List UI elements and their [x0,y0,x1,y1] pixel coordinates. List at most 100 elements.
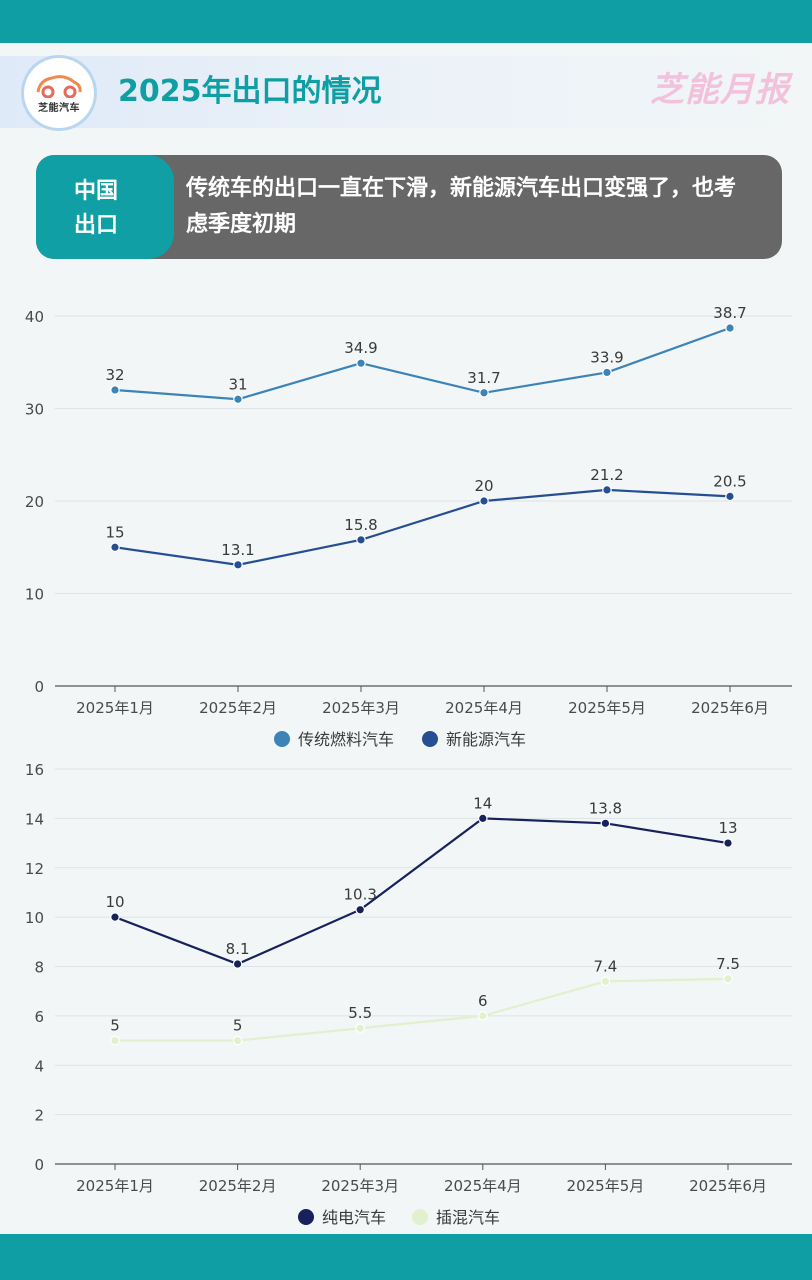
chart1-data-label: 20 [474,477,493,495]
chart2-series-line-2 [115,977,729,1042]
chart1-x-tick-label: 2025年2月 [199,699,277,717]
chart1-data-point [479,387,489,398]
chart2-x-tick-label: 2025年3月 [321,1177,399,1195]
chart1-data-label: 31 [228,375,247,393]
chart2-x-tick-label: 2025年5月 [567,1177,645,1195]
chart2-legend-marker [298,1209,314,1225]
chart1-data-point [356,358,366,368]
chart2-series-line-1 [114,817,729,966]
bottom-band [0,1234,812,1280]
logo: 芝能汽车 [24,58,94,128]
chart2-y-tick-label: 4 [34,1057,44,1075]
chart1-data-label: 38.7 [713,304,746,322]
chart1-data-label: 20.5 [713,472,746,490]
chart2-data-label: 13.8 [589,799,622,817]
chart1-x-tick-label: 2025年6月 [691,699,769,717]
chart2-y-tick-label: 8 [34,959,44,977]
chart1-x-tick-label: 2025年4月 [445,699,523,717]
brand-watermark: 芝能月报 [650,70,790,110]
chart2-data-point [723,838,733,848]
chart1-data-point [602,485,612,495]
chart1-legend-marker [274,731,290,747]
chart-bev-vs-phev: 0 2 4 6 8 10 12 14 16 2025年1月 2025年2月 2025年3月 2025年4… [25,761,792,1227]
chart2-data-label: 5 [110,1017,120,1035]
chart2-data-point [600,818,611,829]
chart2-data-label: 8.1 [226,940,250,958]
chart1-data-point [479,496,489,506]
chart1-y-tick-label: 10 [25,586,44,604]
banner-text: 传统车的出口一直在下滑，新能源汽车出口变强了，也考虑季度初期 [186,176,737,237]
chart2-data-point [477,813,488,824]
chart1-data-label: 34.9 [344,339,377,357]
chart2-data-label: 10 [105,893,124,911]
chart1-data-point [356,535,366,545]
header-strip [0,56,812,128]
chart1-series-line-1 [114,326,731,401]
chart2-x-tick-label: 2025年2月 [199,1177,277,1195]
chart1-y-tick-label: 0 [34,678,44,696]
chart2-y-tick-label: 14 [25,810,44,828]
chart2-legend-marker [412,1209,428,1225]
chart2-data-point [355,1023,365,1034]
car-logo-icon [36,75,82,98]
chart2-data-point [232,959,243,969]
chart2-data-point [477,1011,488,1021]
chart1-data-point [233,394,243,405]
chart1-data-point [110,542,120,553]
chart1-data-label: 13.1 [221,541,254,559]
chart1-data-point [602,367,612,378]
chart1-data-point [233,560,243,570]
chart2-data-point [355,904,365,915]
chart2-y-tick-label: 6 [34,1008,44,1026]
chart2-data-label: 13 [718,819,737,837]
chart1-data-label: 33.9 [590,348,623,366]
chart2-x-tick-label: 2025年4月 [444,1177,522,1195]
chart1-series-line-2 [114,488,731,566]
chart1-data-point [725,323,735,333]
chart1-data-point [110,385,120,395]
chart1-y-tick-label: 20 [25,493,44,511]
chart2-x-tick-label: 2025年1月 [76,1177,154,1195]
chart1-legend-label: 新能源汽车 [446,730,526,749]
chart1-x-tick-label: 2025年1月 [76,699,154,717]
chart2-y-tick-label: 12 [25,860,44,878]
chart2-data-label: 10.3 [343,886,376,904]
chart1-y-tick-label: 40 [25,308,44,326]
banner-tag-line1: 中国 [74,179,119,204]
chart2-data-label: 7.4 [593,957,617,975]
chart1-data-label: 15 [105,523,124,541]
chart1-y-tick-label: 30 [25,401,44,419]
chart2-data-label: 6 [478,992,488,1010]
chart2-data-label: 5.5 [348,1004,372,1022]
chart2-data-point [232,1035,243,1046]
chart1-data-label: 31.7 [467,369,500,387]
chart2-x-tick-label: 2025年6月 [689,1177,767,1195]
chart1-data-point [725,491,735,502]
chart2-data-label: 5 [233,1017,243,1035]
banner-tag-line2: 出口 [74,213,119,238]
chart2-y-tick-label: 0 [34,1156,44,1174]
top-band [0,0,812,43]
summary-banner: 中国 出口 传统车的出口一直在下滑，新能源汽车出口变强了，也考虑季度初期 [36,155,782,259]
page-title: 2025年出口的情况 [118,74,382,109]
chart2-data-label: 14 [473,794,492,812]
chart1-data-label: 32 [105,366,124,384]
chart1-x-tick-label: 2025年5月 [568,699,646,717]
chart1-data-label: 15.8 [344,516,377,534]
banner-tag: 中国 出口 [36,155,174,259]
chart2-y-tick-label: 10 [25,909,44,927]
chart2-y-tick-label: 2 [34,1107,44,1125]
chart1-legend-marker [422,731,438,747]
chart2-data-point [723,974,733,984]
chart2-legend-label: 插混汽车 [436,1208,500,1227]
chart1-data-label: 21.2 [590,466,623,484]
logo-text: 芝能汽车 [38,103,80,114]
chart1-legend-label: 传统燃料汽车 [298,730,394,749]
chart2-y-tick-label: 16 [25,761,44,779]
chart2-data-point [110,1035,120,1046]
chart2-legend-label: 纯电汽车 [322,1208,386,1227]
chart1-x-tick-label: 2025年3月 [322,699,400,717]
chart2-data-label: 7.5 [716,955,740,973]
chart2-data-point [600,976,611,987]
